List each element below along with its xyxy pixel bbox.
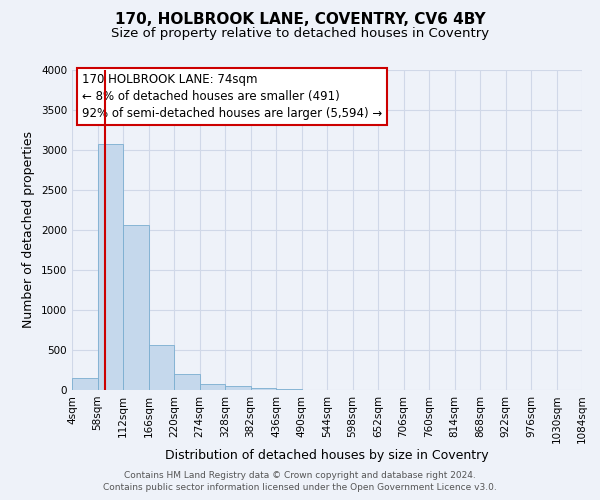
Bar — [225, 386, 251, 390]
Y-axis label: Number of detached properties: Number of detached properties — [22, 132, 35, 328]
Bar — [97, 144, 123, 390]
X-axis label: Distribution of detached houses by size in Coventry: Distribution of detached houses by size … — [165, 449, 489, 462]
Bar — [276, 389, 302, 390]
Text: Contains HM Land Registry data © Crown copyright and database right 2024.
Contai: Contains HM Land Registry data © Crown c… — [103, 471, 497, 492]
Bar — [251, 388, 276, 390]
Text: 170 HOLBROOK LANE: 74sqm
← 8% of detached houses are smaller (491)
92% of semi-d: 170 HOLBROOK LANE: 74sqm ← 8% of detache… — [82, 73, 382, 120]
Bar — [72, 378, 97, 390]
Bar — [200, 384, 225, 390]
Text: 170, HOLBROOK LANE, COVENTRY, CV6 4BY: 170, HOLBROOK LANE, COVENTRY, CV6 4BY — [115, 12, 485, 28]
Bar — [149, 345, 174, 390]
Text: Size of property relative to detached houses in Coventry: Size of property relative to detached ho… — [111, 28, 489, 40]
Bar — [123, 225, 149, 390]
Bar — [174, 374, 199, 390]
